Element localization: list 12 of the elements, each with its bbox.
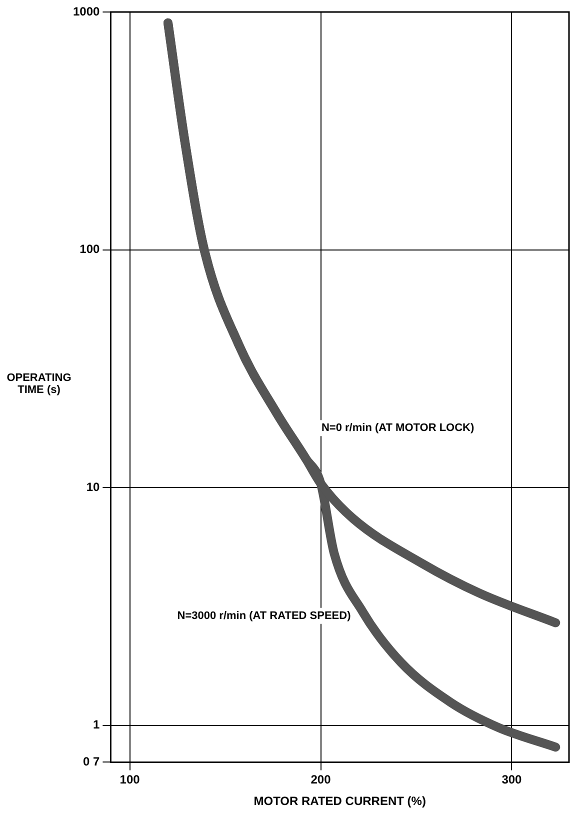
text: N=0 r/min (AT MOTOR LOCK) — [321, 422, 474, 434]
x-tick-label: 300 — [502, 772, 522, 787]
y-tick-label: 1 — [93, 718, 100, 732]
x-tick-label: 200 — [310, 772, 332, 787]
x-tick-label: 100 — [120, 772, 140, 787]
x-axis-title: MOTOR RATED CURRENT (%) — [254, 794, 426, 808]
y-tick-label: 1000 — [72, 4, 100, 18]
y-axis-title: OPERATING TIME (s) — [6, 372, 72, 396]
y-tick-label: 10 — [86, 480, 100, 494]
y-tick-label: 0 7 — [83, 754, 100, 769]
y-tick-label: 100 — [80, 242, 100, 256]
series-label: N=3000 r/min (AT RATED SPEED) — [177, 610, 352, 622]
